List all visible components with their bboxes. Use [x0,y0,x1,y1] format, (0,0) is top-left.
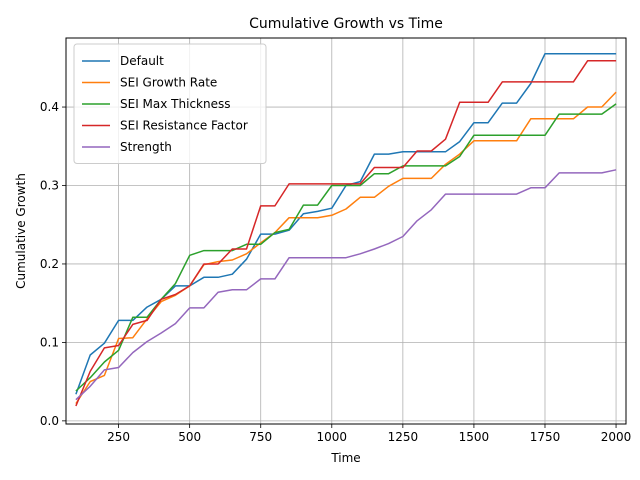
x-tick-label: 500 [178,430,201,444]
x-tick-label: 1750 [530,430,561,444]
plot-area-frame [65,37,627,425]
x-tick-label: 1500 [459,430,490,444]
x-tick-label: 1000 [317,430,348,444]
y-tick-label: 0.3 [40,178,59,192]
x-tick-label: 2000 [601,430,632,444]
x-axis-label: Time [330,451,360,465]
series-line-sei-max-thickness [75,103,617,392]
legend-label-default: Default [120,54,164,68]
x-tick-label: 750 [249,430,272,444]
y-tick-label: 0.0 [40,414,59,428]
legend-label-sei-growth-rate: SEI Growth Rate [120,76,217,90]
legend-label-sei-max-thickness: SEI Max Thickness [120,97,230,111]
series-line-strength [75,169,617,401]
chart-title: Cumulative Growth vs Time [249,16,443,32]
y-tick-label: 0.2 [40,257,59,271]
series-line-sei-resistance-factor [75,60,617,407]
legend-label-strength: Strength [120,140,172,154]
y-tick-label: 0.1 [40,335,59,349]
y-tick-label: 0.4 [40,100,59,114]
legend: Default SEI Growth Rate SEI Max Thickness S… [73,43,267,164]
legend-box [73,43,267,164]
x-tick-label: 250 [107,430,130,444]
legend-label-sei-resistance-factor: SEI Resistance Factor [120,119,248,133]
series-line-sei-growth-rate [75,91,617,405]
y-axis-label: Cumulative Growth [14,173,28,289]
x-tick-label: 1250 [388,430,419,444]
